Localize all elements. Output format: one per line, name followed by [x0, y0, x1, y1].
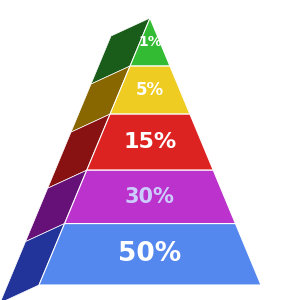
- Polygon shape: [87, 114, 213, 170]
- Polygon shape: [39, 224, 261, 285]
- Polygon shape: [110, 66, 190, 114]
- Text: 1%: 1%: [138, 35, 162, 49]
- Polygon shape: [130, 18, 170, 66]
- Polygon shape: [64, 170, 236, 224]
- Text: 15%: 15%: [123, 132, 177, 152]
- Text: 5%: 5%: [136, 81, 164, 99]
- Polygon shape: [26, 170, 87, 242]
- Polygon shape: [71, 66, 130, 132]
- Polygon shape: [91, 18, 150, 84]
- Polygon shape: [48, 114, 110, 188]
- Polygon shape: [0, 224, 64, 300]
- Text: 50%: 50%: [118, 241, 182, 267]
- Text: 30%: 30%: [125, 187, 175, 207]
